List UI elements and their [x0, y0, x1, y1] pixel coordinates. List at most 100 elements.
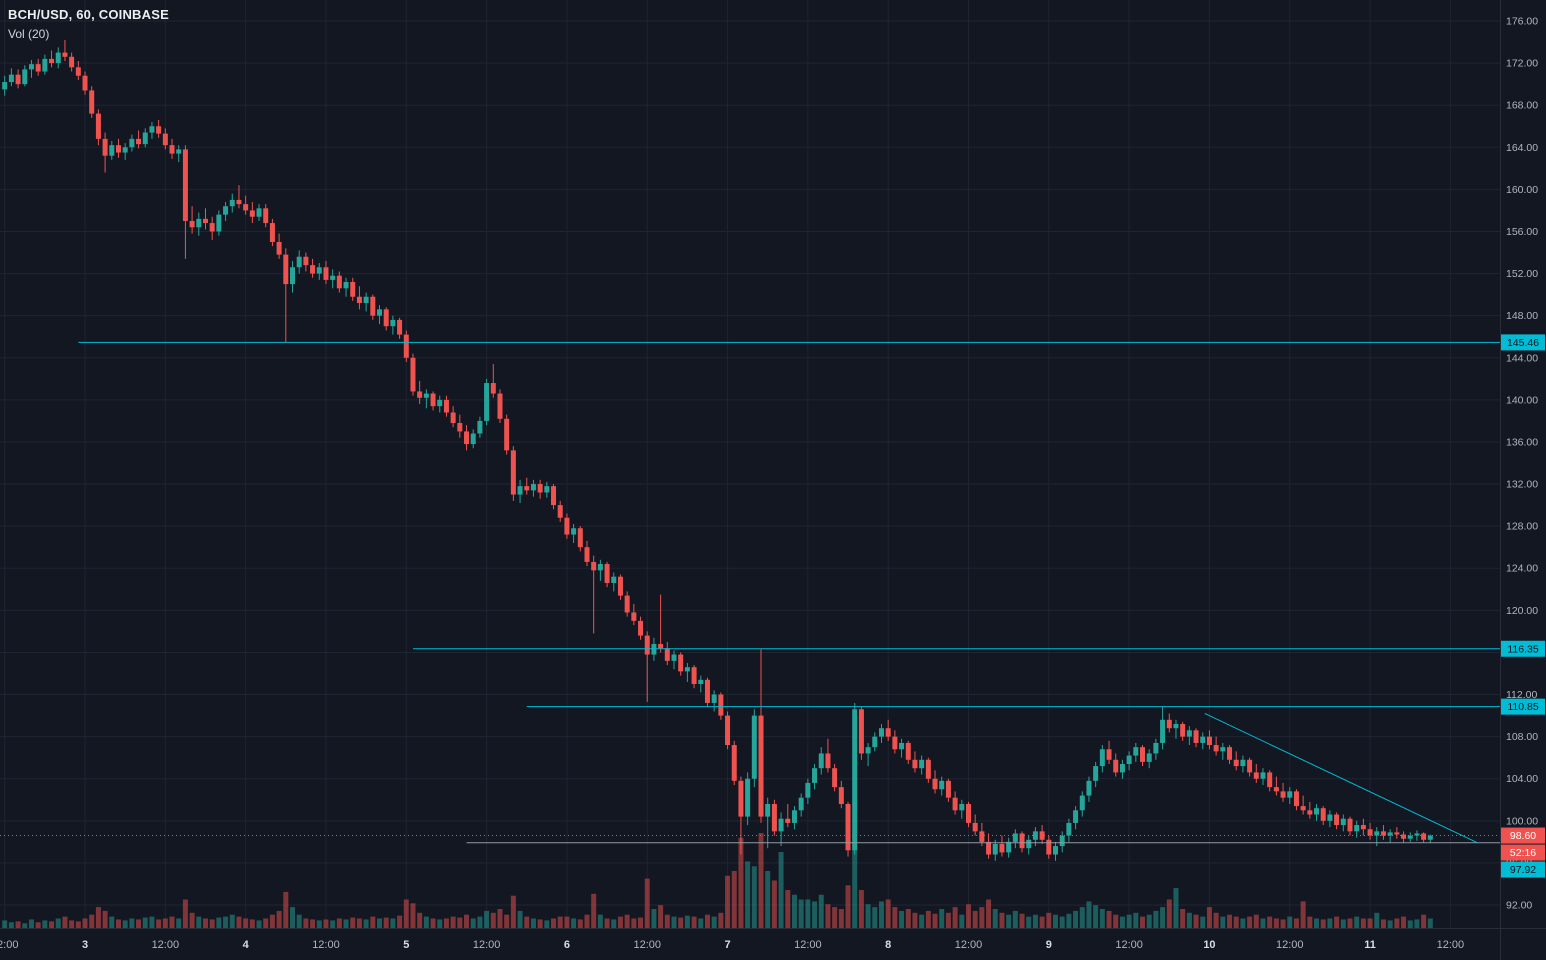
candle-body	[216, 214, 222, 232]
volume-bar	[885, 899, 891, 928]
volume-bar	[858, 890, 864, 928]
volume-bar	[624, 914, 630, 928]
volume-bar	[791, 894, 797, 928]
price-axis-badge-text: 97.92	[1510, 864, 1536, 876]
volume-bar	[1293, 918, 1299, 928]
candle-body	[370, 296, 376, 316]
candle-body	[1113, 759, 1119, 773]
volume-bar	[1173, 888, 1179, 928]
candle-body	[430, 393, 436, 407]
candle-body	[845, 803, 851, 851]
volume-bar	[397, 915, 403, 928]
candle-body	[1220, 747, 1226, 752]
candle-body	[283, 254, 289, 285]
candle-body	[658, 644, 664, 649]
volume-bar	[1206, 907, 1212, 928]
volume-bar	[577, 919, 583, 928]
candle-body	[1099, 749, 1105, 767]
volume-bar	[684, 915, 690, 928]
candle-body	[162, 133, 168, 146]
candle-body	[557, 505, 563, 518]
candle-body	[530, 484, 536, 491]
volume-bar	[1073, 910, 1079, 928]
volume-bar	[1019, 913, 1025, 928]
price-axis-badge-text: 98.60	[1510, 830, 1536, 842]
volume-bar	[62, 916, 68, 928]
price-tick-label: 104.00	[1506, 773, 1538, 785]
volume-bar	[1180, 909, 1186, 928]
candle-body	[1307, 810, 1313, 815]
volume-bar	[249, 919, 255, 928]
volume-bar	[1334, 916, 1340, 928]
volume-bar	[1314, 918, 1320, 928]
candle-body	[336, 275, 342, 289]
volume-bar	[651, 909, 657, 928]
time-tick-label: 12:00	[1437, 939, 1465, 951]
candle-body	[932, 778, 938, 790]
volume-bar	[644, 878, 650, 928]
volume-bar	[1186, 912, 1192, 928]
candle-body	[524, 486, 530, 491]
volume-bar	[1053, 914, 1059, 928]
volume-bar	[1380, 919, 1386, 928]
volume-bar	[1213, 912, 1219, 928]
candle-body	[129, 138, 135, 148]
price-tick-label: 132.00	[1506, 479, 1538, 491]
candle-body	[604, 564, 610, 583]
candle-body	[517, 486, 523, 495]
volume-bar	[718, 912, 724, 928]
volume-bar	[283, 891, 289, 928]
candle-body	[758, 715, 764, 817]
volume-bar	[1079, 907, 1085, 928]
volume-bar	[82, 918, 88, 928]
volume-bar	[698, 918, 704, 928]
candle-body	[1347, 818, 1353, 832]
price-tick-label: 156.00	[1506, 226, 1538, 238]
price-tick-label: 92.00	[1506, 900, 1532, 912]
candle-body	[410, 357, 416, 392]
volume-bar	[28, 919, 34, 928]
candle-body	[885, 728, 891, 737]
volume-bar	[1099, 909, 1105, 928]
volume-indicator-label[interactable]: Vol (20)	[8, 27, 50, 41]
volume-bar	[912, 912, 918, 928]
candle-body	[1180, 724, 1186, 737]
candle-body	[805, 782, 811, 798]
candle-body	[343, 281, 349, 289]
volume-bar	[209, 919, 215, 928]
trendline[interactable]	[1204, 713, 1479, 844]
candle-body	[1146, 753, 1152, 762]
volume-bar	[905, 909, 911, 928]
volume-bar	[1093, 905, 1099, 928]
volume-bar	[182, 899, 188, 928]
volume-bar	[1287, 916, 1293, 928]
price-axis[interactable]	[1500, 0, 1546, 960]
candle-body	[289, 267, 295, 285]
volume-bar	[872, 907, 878, 928]
candle-body	[363, 296, 369, 304]
volume-bar	[423, 916, 429, 928]
time-axis[interactable]	[0, 928, 1546, 960]
volume-bar	[745, 861, 751, 928]
volume-bar	[1193, 914, 1199, 928]
volume-bar	[2, 920, 8, 928]
candle-body	[945, 780, 951, 798]
volume-bar	[229, 914, 235, 928]
price-tick-label: 168.00	[1506, 100, 1538, 112]
volume-bar	[932, 913, 938, 928]
candle-body	[551, 486, 557, 506]
symbol-title[interactable]: BCH/USD, 60, COINBASE	[8, 7, 169, 22]
candle-body	[356, 296, 362, 304]
volume-bar	[664, 914, 670, 928]
volume-bar	[35, 922, 41, 928]
candle-body	[1153, 742, 1159, 754]
volume-bar	[1354, 916, 1360, 928]
candle-body	[965, 803, 971, 823]
volume-bar	[75, 921, 81, 928]
volume-bar	[129, 918, 135, 928]
candle-body	[631, 612, 637, 621]
candle-body	[457, 423, 463, 432]
volume-bar	[1374, 912, 1380, 928]
candle-body	[1039, 831, 1045, 840]
